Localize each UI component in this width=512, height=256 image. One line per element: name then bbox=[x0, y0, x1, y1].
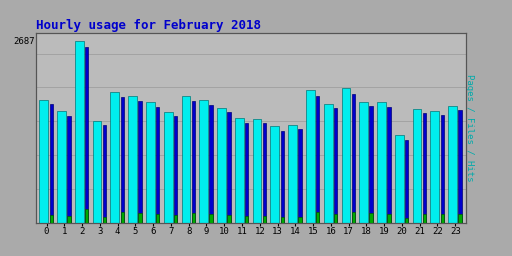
Bar bbox=[85, 209, 89, 223]
Bar bbox=[458, 110, 462, 223]
Bar bbox=[182, 96, 190, 223]
Bar bbox=[370, 213, 373, 223]
Text: Hourly usage for February 2018: Hourly usage for February 2018 bbox=[36, 19, 261, 32]
Bar bbox=[405, 140, 408, 223]
Bar bbox=[191, 101, 195, 223]
Bar bbox=[111, 92, 119, 223]
Bar bbox=[67, 116, 71, 223]
Bar bbox=[138, 101, 142, 223]
Bar bbox=[191, 213, 195, 223]
Bar bbox=[352, 94, 355, 223]
Bar bbox=[103, 125, 106, 223]
Bar bbox=[298, 129, 302, 223]
Bar bbox=[359, 102, 368, 223]
Bar bbox=[352, 211, 355, 223]
Bar bbox=[50, 215, 53, 223]
Bar bbox=[227, 215, 230, 223]
Bar bbox=[156, 107, 159, 223]
Y-axis label: Pages / Files / Hits: Pages / Files / Hits bbox=[465, 74, 474, 182]
Bar bbox=[413, 109, 421, 223]
Bar bbox=[423, 214, 426, 223]
Bar bbox=[138, 212, 142, 223]
Bar bbox=[423, 113, 426, 223]
Bar bbox=[174, 116, 177, 223]
Bar bbox=[245, 123, 248, 223]
Bar bbox=[334, 108, 337, 223]
Bar bbox=[39, 100, 48, 223]
Bar bbox=[217, 108, 226, 223]
Bar bbox=[306, 90, 315, 223]
Bar bbox=[245, 216, 248, 223]
Bar bbox=[67, 216, 71, 223]
Bar bbox=[199, 100, 208, 223]
Bar bbox=[270, 126, 279, 223]
Bar bbox=[93, 121, 101, 223]
Bar bbox=[448, 106, 457, 223]
Bar bbox=[405, 218, 408, 223]
Bar bbox=[316, 212, 319, 223]
Bar bbox=[174, 215, 177, 223]
Bar bbox=[387, 107, 391, 223]
Bar bbox=[288, 125, 297, 223]
Bar bbox=[281, 217, 284, 223]
Bar bbox=[57, 111, 66, 223]
Bar bbox=[263, 216, 266, 223]
Bar bbox=[121, 212, 124, 223]
Bar bbox=[146, 102, 155, 223]
Bar bbox=[121, 97, 124, 223]
Bar bbox=[263, 123, 266, 223]
Bar bbox=[377, 102, 386, 223]
Bar bbox=[164, 112, 173, 223]
Bar bbox=[370, 106, 373, 223]
Bar bbox=[316, 95, 319, 223]
Bar bbox=[324, 104, 332, 223]
Bar bbox=[209, 105, 213, 223]
Bar bbox=[334, 214, 337, 223]
Bar bbox=[252, 119, 262, 223]
Bar bbox=[387, 214, 391, 223]
Bar bbox=[458, 214, 462, 223]
Bar bbox=[50, 104, 53, 223]
Bar bbox=[209, 214, 213, 223]
Bar bbox=[103, 217, 106, 223]
Bar bbox=[298, 217, 302, 223]
Bar bbox=[440, 115, 444, 223]
Bar bbox=[440, 214, 444, 223]
Bar bbox=[342, 88, 350, 223]
Bar bbox=[85, 47, 89, 223]
Bar bbox=[75, 41, 83, 223]
Bar bbox=[227, 112, 230, 223]
Bar bbox=[395, 135, 403, 223]
Bar bbox=[431, 111, 439, 223]
Bar bbox=[235, 118, 244, 223]
Bar bbox=[156, 214, 159, 223]
Bar bbox=[129, 96, 137, 223]
Bar bbox=[281, 131, 284, 223]
